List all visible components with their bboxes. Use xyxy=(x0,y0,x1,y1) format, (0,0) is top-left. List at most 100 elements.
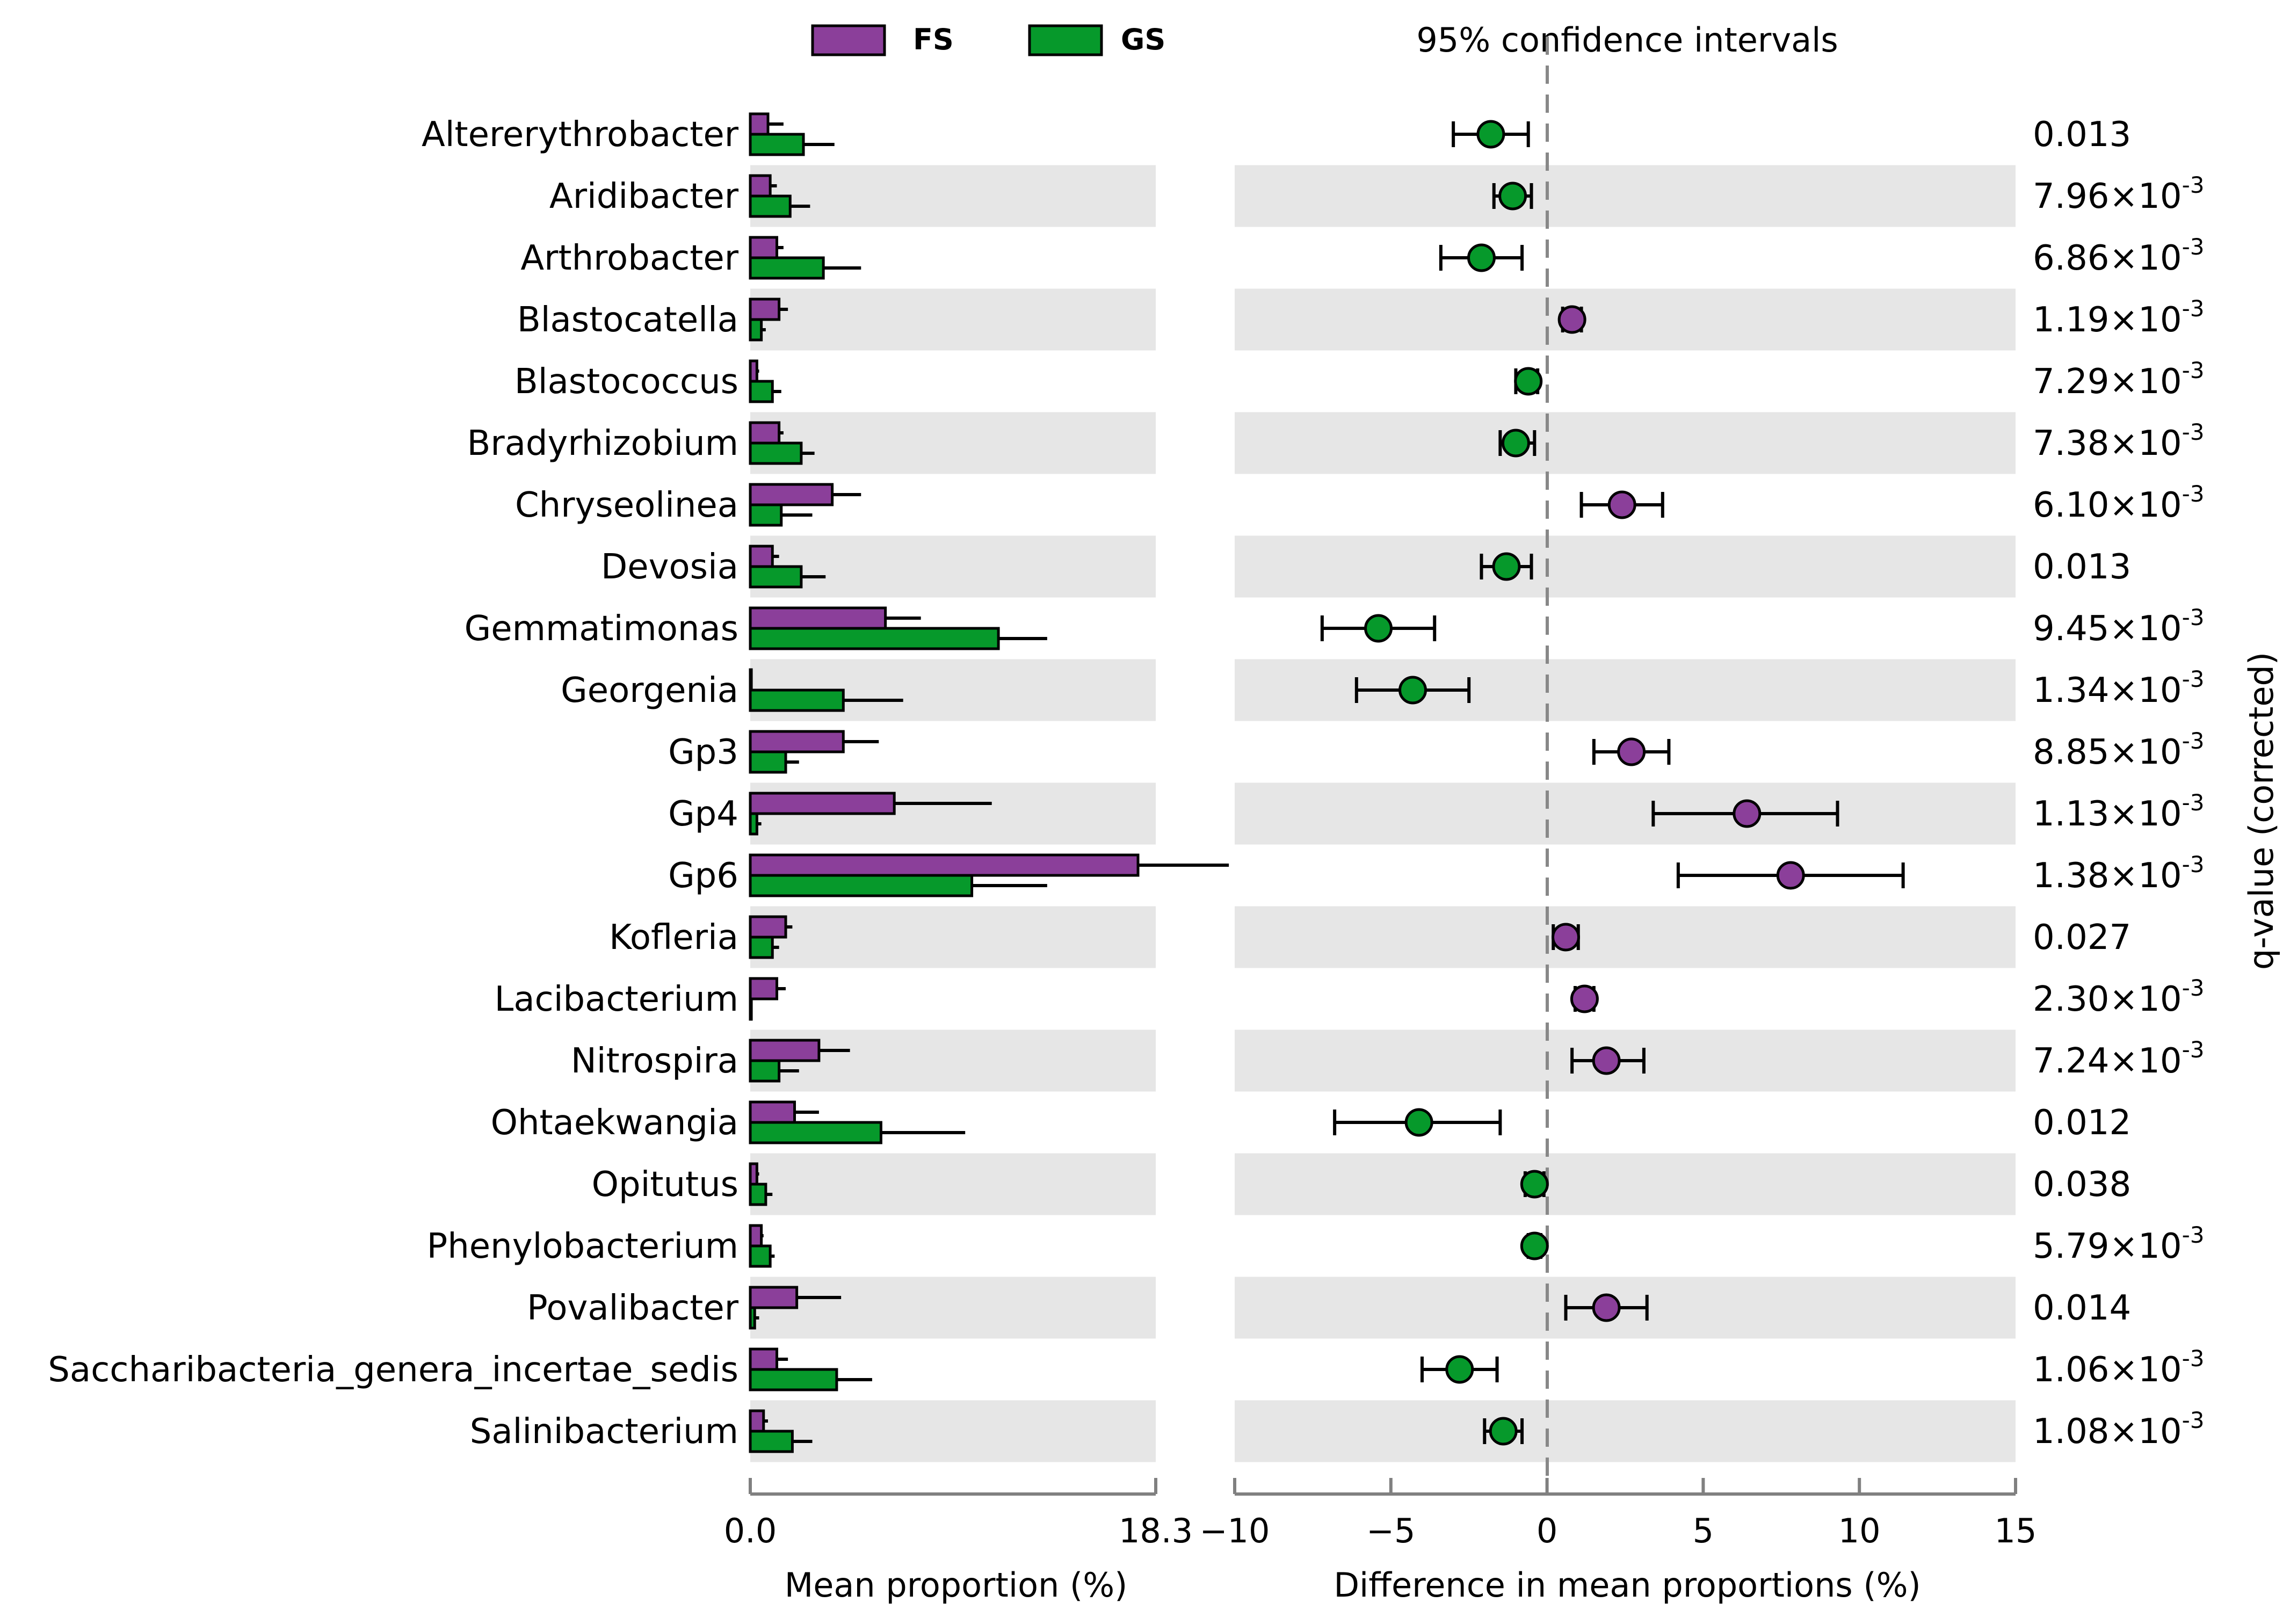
q-value-mantissa: 8.85×10 xyxy=(2033,733,2182,772)
row-labels: Altererythrobacter Aridibacter Arthrobacte… xyxy=(48,115,738,1452)
q-value-mantissa: 6.10×10 xyxy=(2033,485,2182,525)
fs-bar xyxy=(749,606,887,630)
ci-x-tick-label: −10 xyxy=(1200,1511,1270,1550)
q-value: 6.10×10-3 xyxy=(2033,481,2204,525)
legend-fs-label: FS xyxy=(913,23,954,56)
ci-point xyxy=(1445,1355,1474,1384)
ci-x-tick-label: 0 xyxy=(1537,1511,1557,1550)
ci-point xyxy=(1520,1170,1549,1199)
fs-bar xyxy=(749,792,896,815)
ci-point xyxy=(1557,305,1586,334)
row-band-ci xyxy=(1235,906,2016,968)
q-values: 0.0137.96×10-36.86×10-31.19×10-37.29×10-… xyxy=(2033,115,2204,1452)
row-label: Salinibacterium xyxy=(470,1412,738,1452)
gs-bar xyxy=(749,565,803,589)
q-value-mantissa: 0.014 xyxy=(2033,1288,2131,1328)
q-value-exponent: -3 xyxy=(2182,419,2205,445)
ci-point xyxy=(1733,799,1762,828)
gs-bar xyxy=(749,503,783,527)
ci-point xyxy=(1404,1108,1433,1137)
fs-bar xyxy=(749,1100,796,1124)
row-label: Gp4 xyxy=(668,794,738,834)
row-label: Kofleria xyxy=(609,918,738,958)
ci-point xyxy=(1398,676,1427,705)
gs-bar xyxy=(749,133,805,156)
fs-bar xyxy=(749,1224,763,1248)
ci-point xyxy=(1520,1231,1549,1260)
fs-bar xyxy=(749,236,779,259)
q-value-mantissa: 0.013 xyxy=(2033,547,2131,587)
fs-bar xyxy=(749,915,787,939)
q-value: 8.85×10-3 xyxy=(2033,728,2204,772)
q-value-exponent: -3 xyxy=(2182,604,2205,630)
q-value-mantissa: 6.86×10 xyxy=(2033,238,2182,278)
fs-bar xyxy=(749,977,779,1001)
fs-bar xyxy=(749,359,758,383)
q-value-exponent: -3 xyxy=(2182,1036,2205,1063)
ci-point xyxy=(1776,861,1805,890)
gs-bar xyxy=(749,380,774,403)
gs-bar xyxy=(749,688,845,712)
q-value-exponent: -3 xyxy=(2182,1345,2205,1372)
fs-bar xyxy=(749,1162,758,1186)
q-value-exponent: -3 xyxy=(2182,1222,2205,1248)
row-label: Arthrobacter xyxy=(520,238,738,278)
q-value-mantissa: 1.06×10 xyxy=(2033,1350,2182,1390)
fs-bar xyxy=(749,298,781,321)
ci-x-tick-label: 5 xyxy=(1693,1511,1714,1550)
fs-bar xyxy=(749,730,845,753)
row-band-bar xyxy=(750,1153,1156,1215)
q-value-mantissa: 1.38×10 xyxy=(2033,856,2182,896)
row-label: Blastococcus xyxy=(514,362,738,402)
q-value-mantissa: 5.79×10 xyxy=(2033,1227,2182,1266)
ci-point xyxy=(1514,367,1543,396)
q-value-mantissa: 7.96×10 xyxy=(2033,177,2182,216)
gs-bar xyxy=(749,1121,882,1144)
q-value-mantissa: 1.13×10 xyxy=(2033,794,2182,834)
q-value-mantissa: 7.29×10 xyxy=(2033,362,2182,402)
ci-point xyxy=(1476,120,1505,149)
ci-point xyxy=(1592,1293,1621,1322)
row-band-bar xyxy=(750,535,1156,598)
row-band-ci xyxy=(1235,782,2016,845)
chart-title: 95% confidence intervals xyxy=(1416,20,1838,60)
q-value-exponent: -3 xyxy=(2182,851,2205,878)
fs-bar xyxy=(749,174,772,198)
gs-bar xyxy=(749,627,1000,650)
ci-point xyxy=(1501,429,1530,458)
gs-bar xyxy=(749,936,774,959)
row-band-ci xyxy=(1235,1153,2016,1215)
row-band-bar xyxy=(750,906,1156,968)
q-value: 0.038 xyxy=(2033,1165,2131,1205)
fs-bar xyxy=(749,1347,779,1371)
ci-point xyxy=(1489,1417,1518,1446)
q-value: 0.014 xyxy=(2033,1288,2131,1328)
ci-point xyxy=(1467,243,1496,272)
legend: FS GS xyxy=(811,23,1165,56)
q-value-exponent: -3 xyxy=(2182,481,2205,507)
fs-bar xyxy=(749,1286,799,1309)
q-value-mantissa: 9.45×10 xyxy=(2033,609,2182,649)
row-label: Georgenia xyxy=(561,671,738,711)
q-value-exponent: -3 xyxy=(2182,172,2205,198)
row-band-ci xyxy=(1235,535,2016,598)
legend-gs-label: GS xyxy=(1121,23,1165,56)
q-value: 1.08×10-3 xyxy=(2033,1407,2204,1452)
gs-bar xyxy=(749,1059,781,1083)
ci-x-axis-title: Difference in mean proportions (%) xyxy=(1334,1565,1921,1605)
row-band-bar xyxy=(750,165,1156,227)
row-label: Gp3 xyxy=(668,733,738,772)
row-label: Ohtaekwangia xyxy=(491,1103,738,1143)
q-value: 7.96×10-3 xyxy=(2033,172,2204,216)
gs-bar xyxy=(749,874,974,897)
q-value-mantissa: 0.038 xyxy=(2033,1165,2131,1205)
q-value-mantissa: 0.013 xyxy=(2033,115,2131,155)
fs-bar xyxy=(749,1409,765,1433)
q-value: 0.012 xyxy=(2033,1103,2131,1143)
row-band-bar xyxy=(750,1400,1156,1462)
q-value: 0.013 xyxy=(2033,115,2131,155)
row-label: Povalibacter xyxy=(527,1288,739,1328)
q-value: 7.24×10-3 xyxy=(2033,1036,2204,1081)
row-label: Phenylobacterium xyxy=(427,1227,738,1266)
gs-bar xyxy=(749,318,763,342)
